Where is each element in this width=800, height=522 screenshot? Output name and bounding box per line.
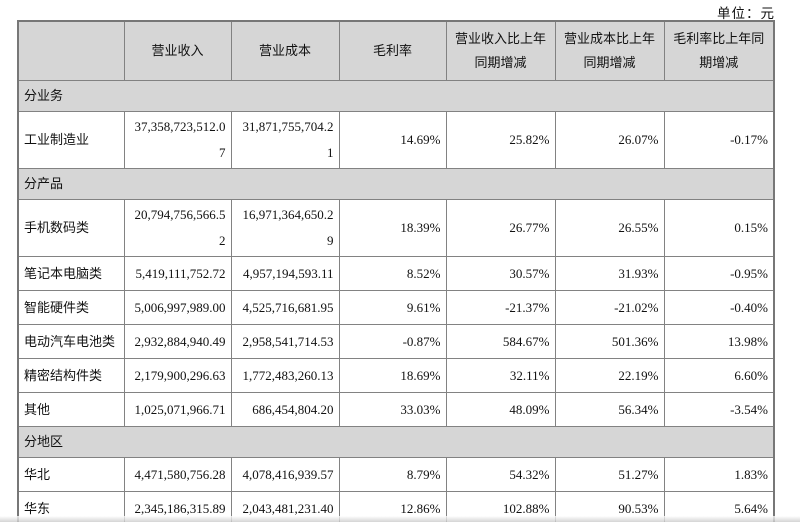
table-row: 手机数码类 20,794,756,566.52 16,971,364,650.29 1… <box>17 199 775 257</box>
percent-cell: 6.60% <box>663 358 775 393</box>
table-row: 笔记本电脑类 5,419,111,752.72 4,957,194,593.11 8.… <box>17 256 775 291</box>
amount-cell: 2,179,900,296.63 <box>123 358 232 393</box>
amount-cell: 16,971,364,650.29 <box>230 199 340 257</box>
column-header: 营业成本 <box>230 20 340 81</box>
amount-cell: 5,419,111,752.72 <box>123 256 232 291</box>
percent-cell: 14.69% <box>338 111 447 169</box>
column-header: 毛利率 <box>338 20 447 81</box>
section-row: 分业务 <box>17 80 775 112</box>
amount-cell: 4,471,580,756.28 <box>123 457 232 492</box>
percent-cell: -21.37% <box>445 290 556 325</box>
table-head: 营业收入 营业成本 毛利率 营业收入比上年同期增减 营业成本比上年同期增减 毛利率比上年同… <box>17 20 775 81</box>
column-header: 营业收入比上年同期增减 <box>445 20 556 81</box>
table-row: 其他 1,025,071,966.71 686,454,804.20 33.03% 48… <box>17 392 775 427</box>
amount-cell: 37,358,723,512.07 <box>123 111 232 169</box>
percent-cell: 9.61% <box>338 290 447 325</box>
percent-cell: 13.98% <box>663 324 775 359</box>
row-label: 手机数码类 <box>17 199 125 257</box>
bottom-page-edge <box>0 516 800 522</box>
table-row: 工业制造业 37,358,723,512.07 31,871,755,704.21 1… <box>17 111 775 169</box>
table-body: 分业务 工业制造业 37,358,723,512.07 31,871,755,704.… <box>17 80 775 522</box>
table-row: 电动汽车电池类 2,932,884,940.49 2,958,541,714.53-… <box>17 324 775 359</box>
percent-cell: 18.69% <box>338 358 447 393</box>
row-label: 华北 <box>17 457 125 492</box>
percent-cell: 48.09% <box>445 392 556 427</box>
amount-cell: 1,025,071,966.71 <box>123 392 232 427</box>
percent-cell: -21.02% <box>554 290 665 325</box>
table-row: 华北 4,471,580,756.28 4,078,416,939.57 8.79% 5… <box>17 457 775 492</box>
percent-cell: 30.57% <box>445 256 556 291</box>
row-label: 其他 <box>17 392 125 427</box>
amount-cell: 1,772,483,260.13 <box>230 358 340 393</box>
amount-cell: 5,006,997,989.00 <box>123 290 232 325</box>
percent-cell: 8.52% <box>338 256 447 291</box>
row-label: 笔记本电脑类 <box>17 256 125 291</box>
percent-cell: 31.93% <box>554 256 665 291</box>
percent-cell: -0.95% <box>663 256 775 291</box>
percent-cell: -3.54% <box>663 392 775 427</box>
percent-cell: -0.17% <box>663 111 775 169</box>
percent-cell: 26.55% <box>554 199 665 257</box>
percent-cell: 0.15% <box>663 199 775 257</box>
table-row: 智能硬件类 5,006,997,989.00 4,525,716,681.95 9.6… <box>17 290 775 325</box>
corner-cell <box>17 20 125 81</box>
section-title: 分业务 <box>17 80 775 112</box>
percent-cell: 22.19% <box>554 358 665 393</box>
percent-cell: 51.27% <box>554 457 665 492</box>
percent-cell: 25.82% <box>445 111 556 169</box>
percent-cell: 54.32% <box>445 457 556 492</box>
percent-cell: 32.11% <box>445 358 556 393</box>
column-header: 毛利率比上年同期增减 <box>663 20 775 81</box>
amount-cell: 4,957,194,593.11 <box>230 256 340 291</box>
amount-cell: 20,794,756,566.52 <box>123 199 232 257</box>
column-header: 营业成本比上年同期增减 <box>554 20 665 81</box>
column-header: 营业收入 <box>123 20 232 81</box>
percent-cell: 56.34% <box>554 392 665 427</box>
section-title: 分产品 <box>17 168 775 200</box>
percent-cell: 26.77% <box>445 199 556 257</box>
row-label: 智能硬件类 <box>17 290 125 325</box>
percent-cell: 501.36% <box>554 324 665 359</box>
percent-cell: 18.39% <box>338 199 447 257</box>
percent-cell: 1.83% <box>663 457 775 492</box>
amount-cell: 4,078,416,939.57 <box>230 457 340 492</box>
amount-cell: 2,932,884,940.49 <box>123 324 232 359</box>
section-title: 分地区 <box>17 426 775 458</box>
row-label: 精密结构件类 <box>17 358 125 393</box>
section-row: 分地区 <box>17 426 775 458</box>
amount-cell: 2,958,541,714.53 <box>230 324 340 359</box>
section-row: 分产品 <box>17 168 775 200</box>
amount-cell: 4,525,716,681.95 <box>230 290 340 325</box>
row-label: 工业制造业 <box>17 111 125 169</box>
percent-cell: 26.07% <box>554 111 665 169</box>
financial-segments-table: 营业收入 营业成本 毛利率 营业收入比上年同期增减 营业成本比上年同期增减 毛利率比上年同… <box>17 20 775 522</box>
row-label: 电动汽车电池类 <box>17 324 125 359</box>
percent-cell: 33.03% <box>338 392 447 427</box>
percent-cell: -0.87% <box>338 324 447 359</box>
percent-cell: 584.67% <box>445 324 556 359</box>
unit-label: 单位：元 <box>717 6 775 21</box>
amount-cell: 31,871,755,704.21 <box>230 111 340 169</box>
table-header-row: 营业收入 营业成本 毛利率 营业收入比上年同期增减 营业成本比上年同期增减 毛利率比上年同… <box>17 20 775 81</box>
table-row: 精密结构件类 2,179,900,296.63 1,772,483,260.13 18… <box>17 358 775 393</box>
amount-cell: 686,454,804.20 <box>230 392 340 427</box>
percent-cell: 8.79% <box>338 457 447 492</box>
percent-cell: -0.40% <box>663 290 775 325</box>
